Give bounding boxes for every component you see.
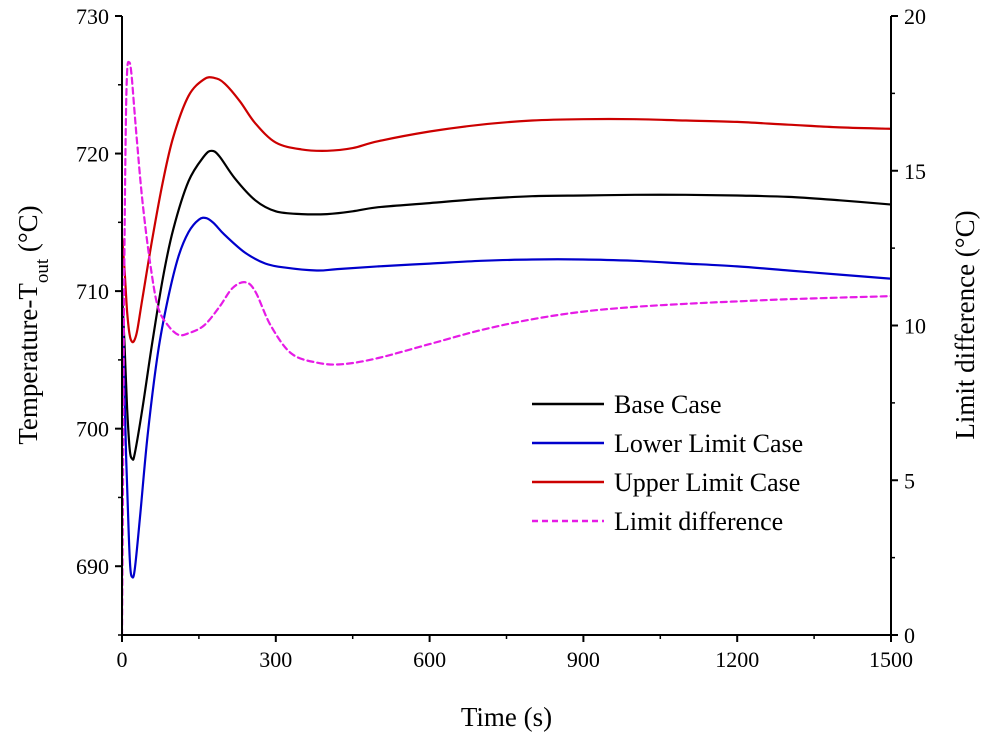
y-tick-label: 720 [76, 142, 109, 167]
y2-tick-label: 20 [904, 4, 926, 29]
series-layer [122, 60, 891, 635]
y-tick-label: 710 [76, 279, 109, 304]
series-line-limit-difference [122, 60, 891, 635]
series-line-upper-limit-case [122, 76, 891, 344]
ticks-layer: 0 300 600 900 1200 1500 690 700 710 720 730 0 5 10 15 2… [76, 4, 926, 672]
legend-label-limit-difference: Limit difference [614, 507, 783, 536]
y-axis-title-main: Temperature-T [13, 283, 43, 445]
y2-tick-label: 0 [904, 623, 915, 648]
series-line-lower-limit-case [122, 216, 891, 579]
y-tick-label: 730 [76, 4, 109, 29]
axes-layer [121, 16, 892, 636]
x-axis-title: Time (s) [461, 702, 552, 732]
x-tick-label: 1500 [869, 647, 913, 672]
y2-tick-label: 5 [904, 468, 915, 493]
x-tick-label: 600 [413, 647, 446, 672]
x-tick-label: 300 [259, 647, 292, 672]
x-tick-label: 900 [567, 647, 600, 672]
x-tick-label: 0 [117, 647, 128, 672]
legend: Base Case Lower Limit Case Upper Limit Cas… [532, 390, 803, 536]
y-axis-title: Temperature-Tout (°C) [13, 205, 53, 444]
y-tick-label: 700 [76, 417, 109, 442]
x-tick-label: 1200 [715, 647, 759, 672]
legend-label-base-case: Base Case [614, 390, 722, 419]
y-tick-label: 690 [76, 554, 109, 579]
y2-tick-label: 15 [904, 159, 926, 184]
y-axis-title-subscript: out [32, 258, 53, 283]
y2-tick-label: 10 [904, 314, 926, 339]
legend-label-lower-limit-case: Lower Limit Case [614, 429, 803, 458]
legend-label-upper-limit-case: Upper Limit Case [614, 468, 800, 497]
y-axis-title-unit: (°C) [13, 205, 43, 259]
series-line-base-case [122, 149, 891, 461]
y2-axis-title: Limit difference (°C) [950, 210, 980, 439]
